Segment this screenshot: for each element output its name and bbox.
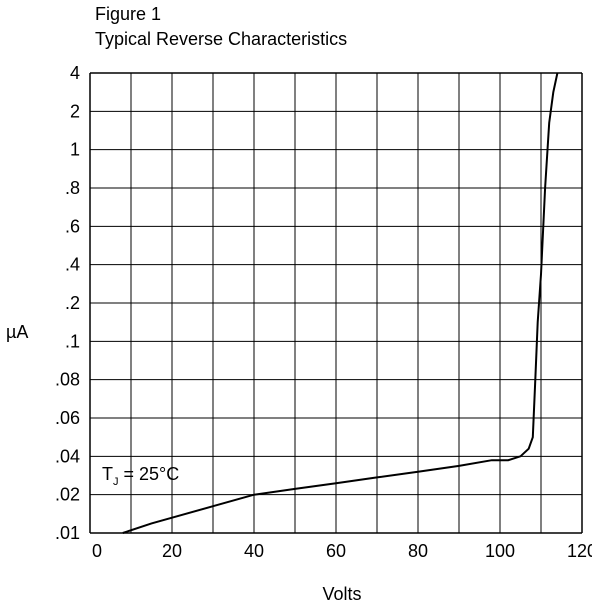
y-tick-label: 1 xyxy=(70,140,80,160)
x-tick-label: 20 xyxy=(162,541,182,561)
y-tick-label: .6 xyxy=(65,216,80,236)
annotation-prefix: T xyxy=(102,464,113,484)
y-tick-labels: .01 .02 .04 .06 .08 .1 .2 .4 .6 .8 1 2 4 xyxy=(55,63,80,543)
y-tick-label: 4 xyxy=(70,63,80,83)
y-tick-label: .8 xyxy=(65,178,80,198)
chart-subtitle: Typical Reverse Characteristics xyxy=(95,29,347,49)
x-tick-label: 80 xyxy=(408,541,428,561)
y-tick-label: .1 xyxy=(65,331,80,351)
x-tick-label: 100 xyxy=(485,541,515,561)
chart-title: Figure 1 xyxy=(95,4,161,24)
y-tick-label: 2 xyxy=(70,101,80,121)
y-tick-label: .04 xyxy=(55,446,80,466)
y-axis-label: µA xyxy=(6,322,28,342)
x-tick-label: 0 xyxy=(92,541,102,561)
y-tick-label: .2 xyxy=(65,293,80,313)
x-tick-label: 40 xyxy=(244,541,264,561)
grid xyxy=(89,72,583,534)
y-tick-label: .4 xyxy=(65,255,80,275)
series-line xyxy=(122,72,559,534)
y-tick-label: .08 xyxy=(55,370,80,390)
annotation-subscript: J xyxy=(113,476,119,488)
x-tick-label: 120 xyxy=(567,541,592,561)
y-tick-label: .02 xyxy=(55,485,80,505)
annotation-rest: = 25°C xyxy=(119,464,180,484)
y-tick-label: .01 xyxy=(55,523,80,543)
y-tick-label: .06 xyxy=(55,408,80,428)
x-axis-label: Volts xyxy=(322,584,361,604)
x-tick-labels: 0 20 40 60 80 100 120 xyxy=(92,541,592,561)
x-tick-label: 60 xyxy=(326,541,346,561)
temperature-annotation: TJ = 25°C xyxy=(102,464,179,488)
